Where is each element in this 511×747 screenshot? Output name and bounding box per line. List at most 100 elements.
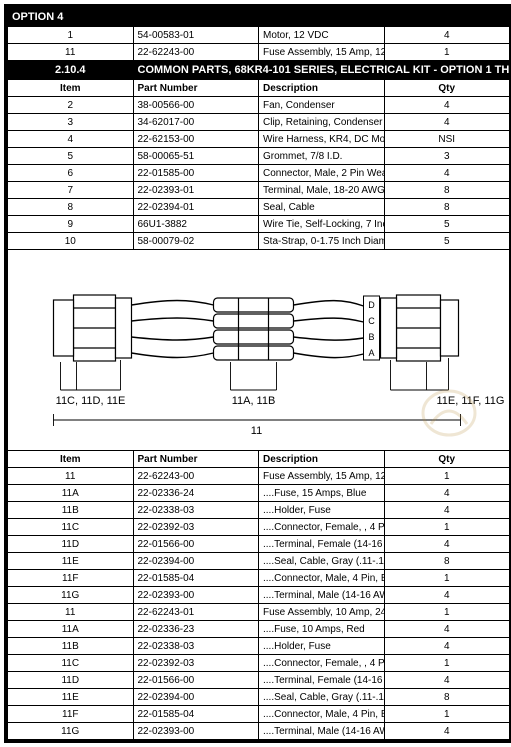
cell-desc: ....Holder, Fuse — [259, 502, 385, 519]
pin-c: C — [368, 316, 375, 326]
table-row: 558-00065-51Grommet, 7/8 I.D.3 — [8, 148, 510, 165]
cell-part: 22-02392-03 — [133, 519, 259, 536]
page-frame: OPTION 4 154-00583-01Motor, 12 VDC41122-… — [4, 4, 511, 743]
cell-item: 7 — [8, 182, 134, 199]
cell-part: 22-62243-00 — [133, 468, 259, 485]
cell-part: 22-02394-00 — [133, 553, 259, 570]
col-part: Part Number — [133, 80, 259, 97]
cell-desc: ....Fuse, 15 Amps, Blue — [259, 485, 385, 502]
cell-item: 11 — [8, 468, 134, 485]
cell-item: 11E — [8, 689, 134, 706]
cell-item: 11A — [8, 621, 134, 638]
cell-qty: 5 — [384, 216, 510, 233]
cell-qty: 4 — [384, 536, 510, 553]
assy-col-part: Part Number — [133, 451, 259, 468]
cell-qty: 4 — [384, 723, 510, 740]
cell-qty: 1 — [384, 604, 510, 621]
cell-qty: 8 — [384, 182, 510, 199]
cell-part: 22-02394-00 — [133, 689, 259, 706]
col-item: Item — [8, 80, 134, 97]
cell-desc: ....Terminal, Female (14-16 AWG) — [259, 536, 385, 553]
cell-desc: ....Holder, Fuse — [259, 638, 385, 655]
cell-qty: NSI — [384, 131, 510, 148]
cell-qty: 8 — [384, 553, 510, 570]
cell-part: 34-62017-00 — [133, 114, 259, 131]
table-row: 722-02393-01Terminal, Male, 18-20 AWG8 — [8, 182, 510, 199]
cell-part: 22-62243-00 — [133, 44, 259, 61]
cell-qty: 1 — [384, 655, 510, 672]
table-row: 11E22-02394-00....Seal, Cable, Gray (.11… — [8, 689, 510, 706]
table-row: 334-62017-00Clip, Retaining, Condenser F… — [8, 114, 510, 131]
cell-desc: Sta-Strap, 0-1.75 Inch Diameter Cable — [259, 233, 385, 250]
cell-qty: 8 — [384, 689, 510, 706]
assy-col-qty: Qty — [384, 451, 510, 468]
cell-part: 22-02338-03 — [133, 502, 259, 519]
cell-qty: 1 — [384, 570, 510, 587]
cell-desc: ....Seal, Cable, Gray (.11-.14 Cable OD) — [259, 689, 385, 706]
cell-item: 10 — [8, 233, 134, 250]
cell-desc: ....Fuse, 10 Amps, Red — [259, 621, 385, 638]
table-row: 11A22-02336-23....Fuse, 10 Amps, Red4 — [8, 621, 510, 638]
table-row: 622-01585-00Connector, Male, 2 Pin Weath… — [8, 165, 510, 182]
cell-item: 4 — [8, 131, 134, 148]
cell-item: 11C — [8, 655, 134, 672]
cell-qty: 4 — [384, 114, 510, 131]
cell-part: 22-01566-00 — [133, 672, 259, 689]
cell-item: 5 — [8, 148, 134, 165]
cell-desc: ....Connector, Female, , 4 Pin, Black — [259, 519, 385, 536]
col-qty: Qty — [384, 80, 510, 97]
table-row: 11F22-01585-04....Connector, Male, 4 Pin… — [8, 570, 510, 587]
cell-qty: 4 — [384, 485, 510, 502]
cell-item: 11G — [8, 723, 134, 740]
cell-part: 22-02393-00 — [133, 587, 259, 604]
common-section-title: COMMON PARTS, 68KR4-101 SERIES, ELECTRIC… — [133, 61, 510, 80]
cell-item: 11 — [8, 44, 134, 61]
table-row: 11G22-02393-00....Terminal, Male (14-16 … — [8, 723, 510, 740]
cell-qty: 4 — [384, 621, 510, 638]
table-row: 1122-62243-00Fuse Assembly, 15 Amp, 12VD… — [8, 44, 510, 61]
cell-item: 11B — [8, 502, 134, 519]
diagram-cell: D C B A — [8, 250, 510, 451]
cell-item: 11G — [8, 587, 134, 604]
cell-qty: 4 — [384, 638, 510, 655]
cell-part: 22-02393-01 — [133, 182, 259, 199]
cell-desc: Motor, 12 VDC — [259, 27, 385, 44]
table-row: 422-62153-00Wire Harness, KR4, DC Motors… — [8, 131, 510, 148]
common-section-num: 2.10.4 — [8, 61, 134, 80]
cell-desc: Grommet, 7/8 I.D. — [259, 148, 385, 165]
cell-desc: Terminal, Male, 18-20 AWG — [259, 182, 385, 199]
cell-qty: 8 — [384, 199, 510, 216]
cell-item: 11B — [8, 638, 134, 655]
cell-part: 22-62153-00 — [133, 131, 259, 148]
cell-qty: 4 — [384, 97, 510, 114]
cell-item: 9 — [8, 216, 134, 233]
cell-qty: 1 — [384, 519, 510, 536]
table-row: 11B22-02338-03....Holder, Fuse4 — [8, 502, 510, 519]
cell-desc: ....Terminal, Female (14-16 AWG) — [259, 672, 385, 689]
callout-left: 11C, 11D, 11E — [56, 395, 126, 407]
cell-part: 22-01585-00 — [133, 165, 259, 182]
cell-qty: 4 — [384, 672, 510, 689]
table-row: 11G22-02393-00....Terminal, Male (14-16 … — [8, 587, 510, 604]
cell-item: 1 — [8, 27, 134, 44]
cell-part: 22-62243-01 — [133, 604, 259, 621]
cell-desc: Seal, Cable — [259, 199, 385, 216]
cell-item: 11E — [8, 553, 134, 570]
cell-item: 6 — [8, 165, 134, 182]
cell-desc: ....Terminal, Male (14-16 AWG) — [259, 723, 385, 740]
table-row: 154-00583-01Motor, 12 VDC4 — [8, 27, 510, 44]
table-row: 11F22-01585-04....Connector, Male, 4 Pin… — [8, 706, 510, 723]
cell-part: 22-02394-01 — [133, 199, 259, 216]
cell-qty: 1 — [384, 44, 510, 61]
cell-desc: Connector, Male, 2 Pin Weatherpack — [259, 165, 385, 182]
cell-item: 11A — [8, 485, 134, 502]
table-row: 1122-62243-00Fuse Assembly, 15 Amp, 12VD… — [8, 468, 510, 485]
cell-item: 11C — [8, 519, 134, 536]
cell-qty: 4 — [384, 165, 510, 182]
cell-qty: 1 — [384, 706, 510, 723]
assy-col-desc: Description — [259, 451, 385, 468]
cell-part: 66U1-3882 — [133, 216, 259, 233]
cell-desc: ....Terminal, Male (14-16 AWG) — [259, 587, 385, 604]
cell-part: 22-01585-04 — [133, 570, 259, 587]
table-row: 11E22-02394-00....Seal, Cable, Gray (.11… — [8, 553, 510, 570]
